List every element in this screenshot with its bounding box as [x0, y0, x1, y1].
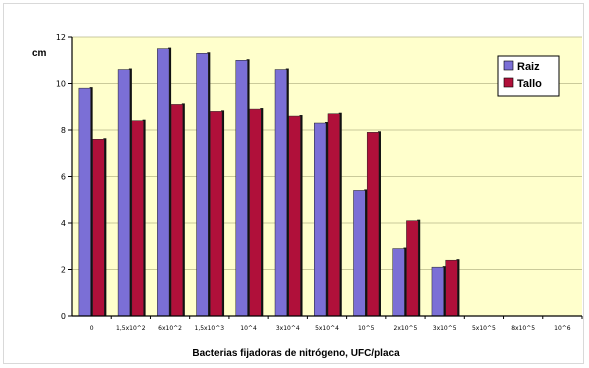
x-tick-label: 3x10^5 [433, 325, 457, 332]
bar-raiz [196, 53, 209, 317]
bar-tallo [131, 120, 144, 317]
bar-shadow [417, 219, 421, 316]
x-tick-label: 1,5x10^3 [195, 325, 225, 332]
bar-shadow [142, 119, 146, 316]
bar-chart: 0 2 4 6 8 10 12 0 1,5x10^2 6x10^2 1,5x10^3 10^4 3x10… [32, 33, 583, 359]
legend-swatch-tallo [503, 77, 514, 88]
x-tick-label: 0 [90, 325, 94, 332]
bar-tallo [288, 115, 301, 317]
axes: 0 2 4 6 8 10 12 0 1,5x10^2 6x10^2 1,5x10^3 10^4 3x10… [56, 33, 583, 332]
legend-label-tallo: Tallo [517, 78, 542, 90]
bar-tallo [327, 113, 341, 317]
bar-raiz [235, 60, 248, 317]
y-tick-label: 10 [56, 80, 66, 89]
bar-shadow [221, 110, 225, 317]
y-tick-label: 12 [56, 33, 66, 42]
y-axis-title: cm [32, 48, 47, 59]
bar-raiz [274, 69, 288, 317]
bar-shadow [442, 266, 446, 316]
legend: Raiz Tallo [497, 55, 560, 97]
x-tick-label: 10^5 [358, 325, 375, 332]
bar-shadow [103, 138, 107, 316]
bar-raiz [117, 69, 131, 317]
bar-shadow [285, 68, 289, 316]
bar-shadow [456, 259, 460, 316]
x-tick-label: 5x10^4 [315, 325, 339, 332]
bar-tallo [170, 104, 184, 317]
bar-tallo [445, 259, 458, 317]
legend-label-raiz: Raiz [517, 61, 540, 73]
chart-frame: 0 2 4 6 8 10 12 0 1,5x10^2 6x10^2 1,5x10^3 10^4 3x10… [3, 3, 584, 364]
x-axis-title: Bacterias fijadoras de nitrógeno, UFC/pl… [192, 348, 400, 359]
x-tick-label: 2x10^5 [394, 325, 418, 332]
y-tick-label: 2 [61, 266, 66, 275]
y-tick-label: 0 [61, 312, 66, 321]
bar-shadow [338, 112, 342, 316]
y-tick-label: 8 [61, 126, 66, 135]
bar-raiz [314, 122, 327, 317]
bar-shadow [260, 108, 264, 316]
bar-tallo [92, 139, 105, 317]
bar-shadow [246, 59, 250, 316]
bar-raiz [78, 87, 91, 317]
bar-shadow [128, 68, 132, 316]
y-tick-label: 6 [61, 173, 66, 182]
x-tick-label: 3x10^4 [276, 325, 300, 332]
y-tick-label: 4 [61, 219, 66, 228]
bar-shadow [403, 247, 407, 316]
bar-tallo [406, 220, 419, 317]
x-tick-label: 10^6 [554, 325, 571, 332]
x-tick-label: 10^4 [240, 325, 257, 332]
bar-raiz [353, 190, 366, 317]
bar-raiz [157, 48, 170, 317]
bar-raiz [392, 248, 405, 317]
bar-shadow [325, 122, 329, 317]
x-tick-label: 1,5x10^2 [116, 325, 146, 332]
bar-raiz [431, 266, 444, 317]
bar-shadow [299, 115, 303, 316]
bar-shadow [364, 189, 368, 316]
bar-shadow [89, 87, 93, 317]
bar-tallo [366, 132, 380, 317]
bar-shadow [181, 103, 185, 316]
bar-tallo [249, 108, 262, 317]
bar-shadow [207, 52, 211, 317]
bar-shadow [377, 131, 381, 316]
x-tick-label: 5x10^5 [472, 325, 496, 332]
legend-swatch-raiz [503, 60, 514, 71]
bar-shadow [168, 47, 172, 316]
x-tick-label: 8x10^5 [511, 325, 535, 332]
bar-tallo [210, 111, 223, 317]
x-tick-label: 6x10^2 [158, 325, 182, 332]
